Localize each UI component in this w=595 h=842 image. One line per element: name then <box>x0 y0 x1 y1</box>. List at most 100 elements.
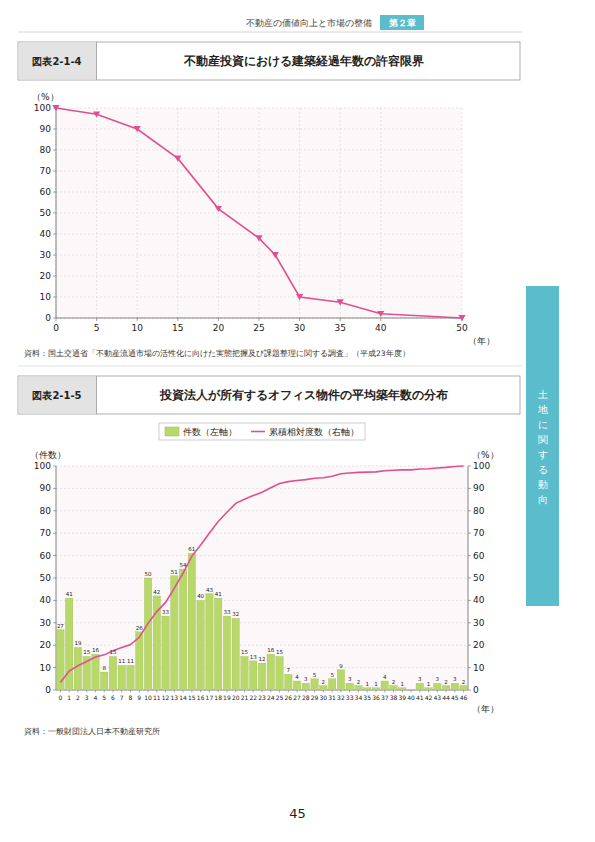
grid-line-y <box>56 578 468 579</box>
data-label: 11 <box>127 658 134 664</box>
tick-label-x: 18 <box>214 694 222 701</box>
plot: 0102030405060708090100010203040506070809… <box>34 461 491 701</box>
bar <box>416 683 423 690</box>
tick-label-y2: 0 <box>473 685 479 695</box>
tick-label-x: 37 <box>381 694 389 701</box>
tick-x <box>218 318 219 321</box>
legend-swatch <box>165 427 179 436</box>
data-label: 2 <box>322 679 326 685</box>
tick-x <box>259 318 260 321</box>
grid-line-y <box>56 171 462 172</box>
grid-line-x <box>177 108 178 318</box>
tick-label-x: 8 <box>129 694 133 701</box>
tick-label-x: 35 <box>363 694 371 701</box>
tick-y <box>53 234 56 235</box>
data-label: 3 <box>418 676 422 682</box>
grid-line-x <box>299 108 300 318</box>
grid-line-y <box>56 510 468 511</box>
data-label: 5 <box>330 672 334 678</box>
figure-code: 図表2-1-4 <box>32 56 81 67</box>
tick-label-y2: 50 <box>473 573 485 583</box>
grid-line-y <box>56 318 462 319</box>
tick-label-x: 22 <box>249 694 257 701</box>
tick-label-x: 20 <box>232 694 240 701</box>
axis-y <box>56 466 57 690</box>
data-label: 1 <box>401 681 405 687</box>
tick-label-y: 20 <box>40 640 52 650</box>
tick-y <box>53 667 56 668</box>
bar <box>232 618 239 690</box>
tick-label-x: 5 <box>94 323 100 333</box>
tick-label-x: 15 <box>172 323 183 333</box>
tick-label-x: 25 <box>253 323 264 333</box>
grid-line-y <box>56 622 468 623</box>
bar <box>460 686 467 690</box>
bar <box>425 688 432 690</box>
bar <box>328 679 335 690</box>
tick-label-y2: 100 <box>473 461 490 471</box>
tick-label-y2: 20 <box>473 640 485 650</box>
grid-line-x <box>259 108 260 318</box>
tick-label-y: 60 <box>40 187 52 197</box>
header-rule <box>18 32 522 33</box>
grid-line-y <box>56 255 462 256</box>
tick-label-x: 40 <box>375 323 387 333</box>
page: {"page": {"header": "不動産の価値向上と市場の整備", "c… <box>0 0 595 842</box>
tick-y <box>53 129 56 130</box>
tick-label-x: 44 <box>442 694 450 701</box>
tick-label-y: 80 <box>40 145 52 155</box>
bar <box>197 600 204 690</box>
axis-label-y: （件数） <box>30 450 66 460</box>
bar <box>285 674 292 690</box>
tick-label-y2: 60 <box>473 551 485 561</box>
data-label: 2 <box>462 679 466 685</box>
tick-label-y2: 10 <box>473 663 485 673</box>
legend-text: 件数（左軸） <box>183 427 237 437</box>
data-label: 15 <box>83 649 90 655</box>
tick-label-x: 19 <box>223 694 231 701</box>
bar <box>381 681 388 690</box>
data-label: 51 <box>171 569 178 575</box>
tick-x <box>299 318 300 321</box>
tick-y <box>53 318 56 319</box>
tick-y2 <box>468 690 471 691</box>
tick-x <box>137 318 138 321</box>
tick-label-x: 40 <box>407 694 415 701</box>
bar <box>92 654 99 690</box>
tick-y2 <box>468 600 471 601</box>
data-labels: 2741191516815111126504233515461404341333… <box>57 546 465 686</box>
bar <box>399 688 406 690</box>
data-label: 15 <box>109 649 116 655</box>
tick-label-x: 16 <box>197 694 205 701</box>
tick-label-x: 35 <box>334 323 345 333</box>
grid-line-y <box>56 533 468 534</box>
tick-y2 <box>468 488 471 489</box>
tick-label-x: 0 <box>53 323 59 333</box>
data-label: 4 <box>383 674 387 680</box>
tick-label-x: 29 <box>311 694 319 701</box>
axis-y <box>56 108 57 318</box>
tick-label-y2: 90 <box>473 483 485 493</box>
data-label: 8 <box>102 665 106 671</box>
data-label: 12 <box>259 656 266 662</box>
sidebar-char: 動 <box>538 479 548 490</box>
grid-line-y <box>56 645 468 646</box>
tick-label-x: 39 <box>398 694 406 701</box>
title-label-box <box>19 377 97 414</box>
axis-label-x: （年） <box>472 704 499 714</box>
title-frame <box>18 42 520 80</box>
tick-x <box>56 318 57 321</box>
bar <box>118 665 125 690</box>
tick-y <box>53 533 56 534</box>
sidebar-char: 向 <box>538 494 548 505</box>
tick-y <box>53 645 56 646</box>
data-label: 61 <box>188 546 195 552</box>
tick-label-x: 36 <box>372 694 380 701</box>
chapter-badge <box>380 15 424 30</box>
tick-y <box>53 276 56 277</box>
bar <box>241 656 248 690</box>
tick-label-y2: 70 <box>473 528 485 538</box>
axis-label-x: （年） <box>468 336 495 346</box>
tick-label-y: 40 <box>40 595 52 605</box>
bar <box>320 686 327 690</box>
